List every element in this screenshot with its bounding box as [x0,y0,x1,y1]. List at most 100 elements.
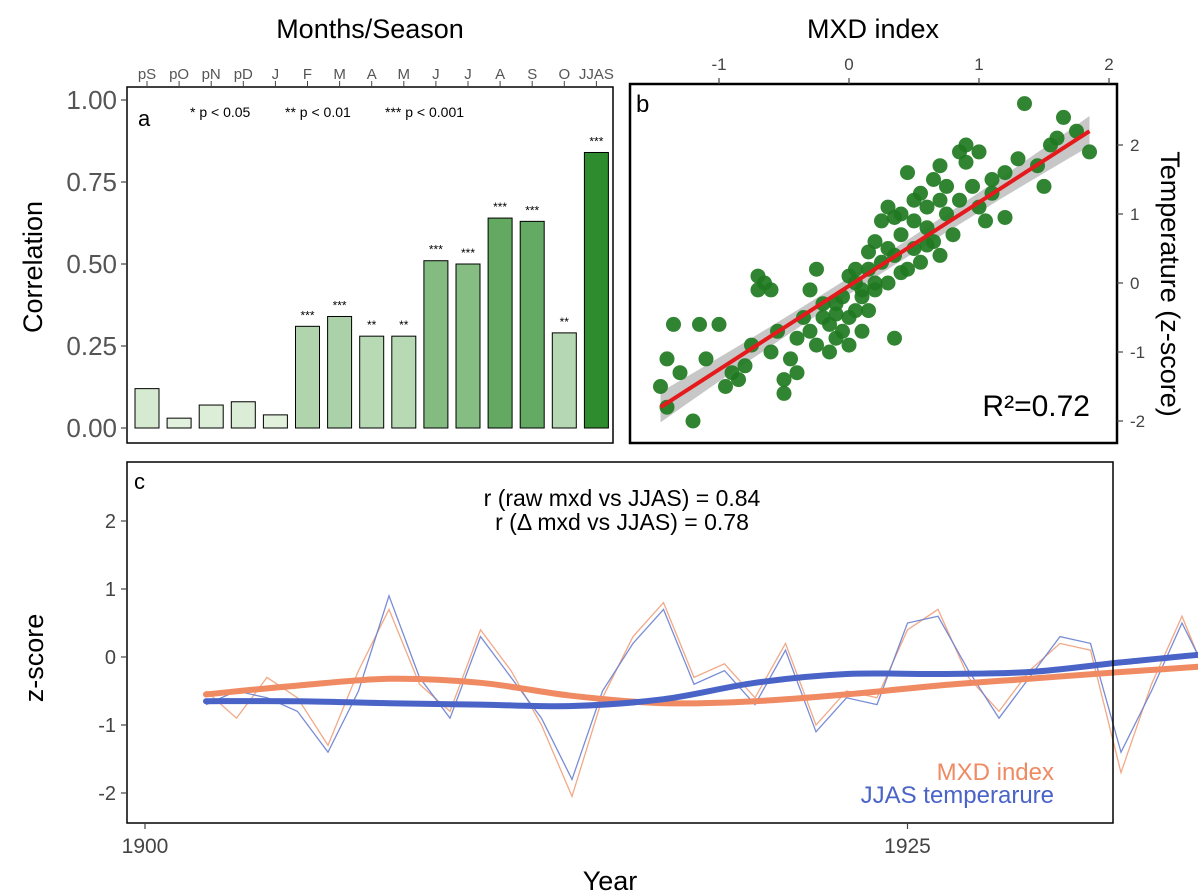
scatter-point [822,344,837,360]
panel-a-x-tick-label: pS [138,66,156,83]
panel-a-y-axis-title: Correlation [18,201,48,333]
panel-a-x-tick-label: J [432,66,440,83]
scatter-point [828,306,844,322]
bar-significance-label: ** [367,318,377,332]
scatter-point [932,192,948,208]
panel-c-y-tick-label: -1 [98,715,116,737]
scatter-point [659,351,675,367]
panel-c-x-tick-label: 1900 [122,835,169,858]
panel-a-y-tick-label: 0.50 [66,249,117,279]
scatter-point [718,379,733,394]
panel-b-y-tick-label: 1 [1130,205,1139,224]
scatter-point [958,137,974,153]
bar-significance-label: *** [525,203,539,217]
scatter-point [763,344,779,360]
panel-b-label: b [636,91,649,118]
bar-pS [134,388,160,429]
scatter-point [945,227,961,243]
scatter-point [666,316,681,332]
panel-b-y-tick-label: 2 [1130,136,1139,155]
bar-M [327,315,353,429]
scatter-point [932,158,948,174]
panel-a-x-tick-label: A [495,66,505,83]
panel-a-y-tick-label: 0.25 [66,331,117,361]
scatter-point [997,209,1013,225]
scatter-point [1056,109,1071,125]
panel-a-bars: ******** ***** ****** ******** [134,134,609,429]
legend-mxd-index: MXD index [937,759,1054,786]
panel-a: Months/Season Correlation a * p < 0.05 *… [18,14,614,444]
legend-jjas-temperature: JJAS temperarure [861,782,1054,809]
bar-significance-label: ** [560,315,570,329]
panel-a-x-axis: pS pO pN pD J F M A M J J A S O JJAS [138,66,614,87]
correlation-annotation-delta: r (Δ mxd vs JJAS) = 0.78 [495,509,749,535]
scatter-point [789,330,805,346]
scatter-point [978,213,993,229]
panel-c-x-axis-title: Year [583,866,638,893]
significance-legend-3: *** p < 0.001 [385,104,464,120]
scatter-point [1010,151,1026,167]
panel-b-top-axis: -1 0 1 2 [711,55,1114,84]
panel-c-y-tick-label: 2 [105,511,116,533]
scatter-point [1049,130,1065,146]
significance-legend-1: * p < 0.05 [190,104,251,120]
panel-c-x-axis: 190019251950197520002025 [122,823,931,858]
panel-a-top-axis-title: Months/Season [276,14,464,44]
bar-pD [230,401,256,429]
panel-c-y-tick-label: 0 [105,647,116,669]
scatter-point [887,330,902,346]
scatter-point [919,237,935,253]
panel-a-y-tick-label: 0.75 [66,167,117,197]
scatter-point [874,213,889,229]
scatter-point [861,244,876,260]
bar-pO [166,417,192,429]
scatter-point [672,365,688,381]
scatter-point [997,165,1013,181]
panel-c-y-axis: -2 -1 0 1 2 [98,511,127,805]
scatter-point [776,385,792,401]
panel-a-x-tick-label: pN [202,66,221,83]
scatter-point [913,254,928,270]
panel-a-x-tick-label: A [367,66,377,83]
panel-a-x-tick-label: O [558,66,570,83]
panel-a-x-tick-label: J [464,66,472,83]
panel-c-y-axis-title: z-score [19,614,49,703]
scatter-point [802,323,818,339]
scatter-point [750,282,766,298]
panel-a-x-tick-label: J [272,66,280,83]
panel-b-y-tick-label: -1 [1130,343,1145,362]
scatter-point [861,303,876,319]
panel-b-right-axis-title: Temperature (z-score) [1155,151,1185,417]
scatter-point [867,275,883,291]
bar-A [359,335,385,429]
scatter-point [1082,144,1097,160]
panel-b-plot [653,96,1097,429]
scatter-point [906,213,922,229]
scatter-point [698,351,714,367]
scatter-point [841,337,857,353]
panel-a-label: a [138,106,151,131]
bar-JJAS [583,151,609,429]
scatter-point [926,172,941,187]
scatter-point [880,241,896,256]
scatter-point [685,413,701,429]
scatter-point [880,275,896,291]
scatter-point [848,303,863,319]
scatter-point [802,282,818,298]
scatter-point [776,372,792,388]
scatter-point [731,372,746,388]
scatter-point [789,365,805,381]
scatter-point [1017,96,1032,112]
panel-b-x-tick-label: 0 [844,55,853,74]
scatter-point [939,178,954,194]
r-squared-label: R²=0.72 [982,390,1090,423]
bar-J [423,260,449,429]
panel-b-right-axis: -2 -1 0 1 2 [1117,136,1145,431]
panel-a-x-tick-label: JJAS [579,66,614,83]
scatter-point [984,172,1000,187]
panel-c-plot [203,593,1198,799]
scatter-point [835,323,850,339]
bar-significance-label: ** [399,318,409,332]
panel-c-label: c [134,469,145,494]
